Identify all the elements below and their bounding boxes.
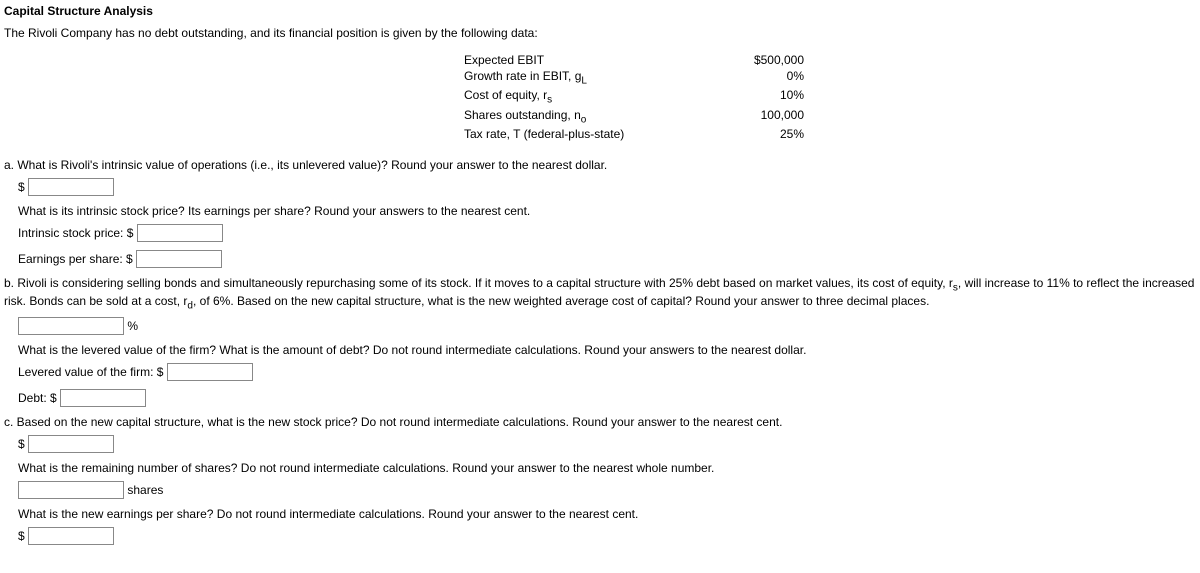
question-a2: What is its intrinsic stock price? Its e… (18, 204, 1196, 218)
intro-text: The Rivoli Company has no debt outstandi… (4, 26, 1196, 40)
intrinsic-price-label: Intrinsic stock price: $ (18, 226, 133, 240)
page-title: Capital Structure Analysis (4, 4, 1196, 18)
value-cell: 25% (714, 126, 804, 142)
label-cell: Shares outstanding, no (464, 107, 714, 126)
debt-input[interactable] (60, 389, 146, 407)
question-c1: c. Based on the new capital structure, w… (4, 415, 1196, 429)
dollar-sign: $ (18, 180, 25, 194)
label-cell: Cost of equity, rs (464, 87, 714, 106)
table-row: Growth rate in EBIT, gL 0% (464, 68, 804, 87)
intrinsic-stock-price-input[interactable] (137, 224, 223, 242)
question-c2: What is the remaining number of shares? … (18, 461, 1196, 475)
value-cell: 10% (714, 87, 804, 106)
remaining-shares-input[interactable] (18, 481, 124, 499)
intrinsic-value-input[interactable] (28, 178, 114, 196)
question-b1: b. Rivoli is considering selling bonds a… (4, 276, 1196, 311)
percent-suffix: % (127, 319, 138, 333)
table-row: Cost of equity, rs 10% (464, 87, 804, 106)
table-row: Tax rate, T (federal-plus-state) 25% (464, 126, 804, 142)
shares-suffix: shares (127, 483, 163, 497)
debt-label: Debt: $ (18, 391, 57, 405)
label-cell: Expected EBIT (464, 52, 714, 68)
dollar-sign: $ (18, 437, 25, 451)
wacc-input[interactable] (18, 317, 124, 335)
new-stock-price-input[interactable] (28, 435, 114, 453)
table-row: Shares outstanding, no 100,000 (464, 107, 804, 126)
value-cell: 0% (714, 68, 804, 87)
levered-value-label: Levered value of the firm: $ (18, 365, 163, 379)
eps-label: Earnings per share: $ (18, 252, 133, 266)
value-cell: 100,000 (714, 107, 804, 126)
eps-input[interactable] (136, 250, 222, 268)
question-a1: a. What is Rivoli's intrinsic value of o… (4, 158, 1196, 172)
label-cell: Tax rate, T (federal-plus-state) (464, 126, 714, 142)
value-cell: $500,000 (714, 52, 804, 68)
levered-value-input[interactable] (167, 363, 253, 381)
dollar-sign: $ (18, 529, 25, 543)
financial-data-table: Expected EBIT $500,000 Growth rate in EB… (464, 52, 804, 142)
label-cell: Growth rate in EBIT, gL (464, 68, 714, 87)
new-eps-input[interactable] (28, 527, 114, 545)
question-b2: What is the levered value of the firm? W… (18, 343, 1196, 357)
question-c3: What is the new earnings per share? Do n… (18, 507, 1196, 521)
table-row: Expected EBIT $500,000 (464, 52, 804, 68)
